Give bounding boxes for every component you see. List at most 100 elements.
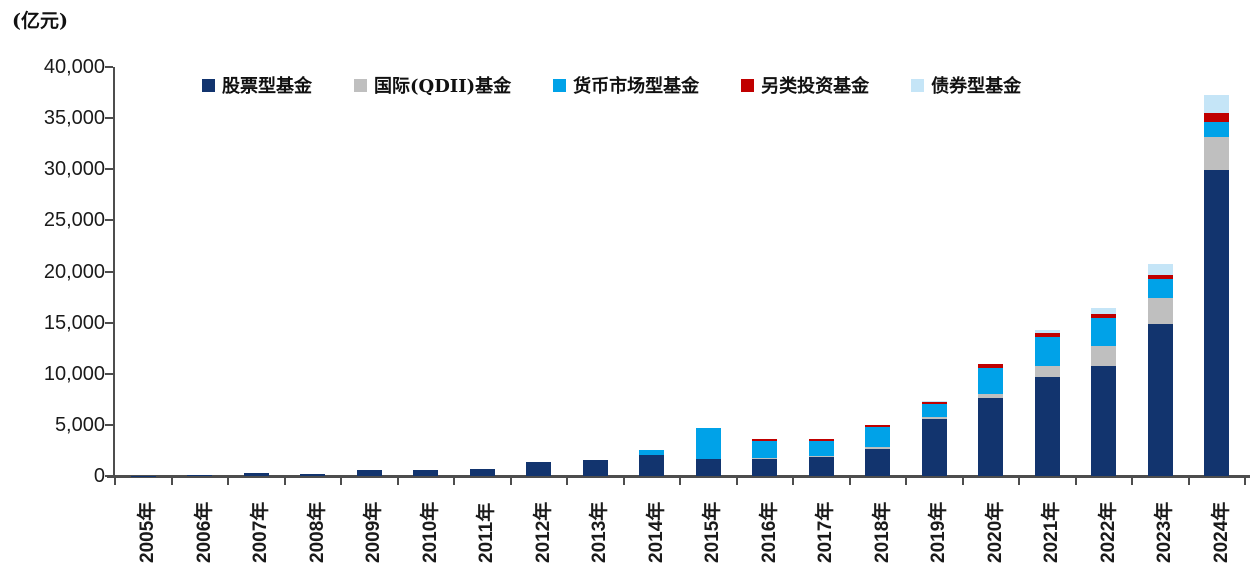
x-axis-label-text: 2009年 bbox=[363, 501, 385, 563]
x-axis-label-2008年: 2008年 bbox=[302, 485, 328, 565]
bar-segment-2019年-bond bbox=[921, 400, 947, 402]
y-axis-tick bbox=[105, 321, 113, 324]
x-axis-tick bbox=[1018, 478, 1020, 485]
bar-2020年 bbox=[978, 364, 1004, 476]
y-axis-tick bbox=[105, 475, 113, 477]
bar-2007年 bbox=[243, 472, 269, 476]
y-axis-line bbox=[113, 67, 115, 478]
bar-segment-2017年-money_market bbox=[808, 440, 834, 457]
x-axis-label-2007年: 2007年 bbox=[245, 485, 271, 565]
legend-item-money_market: 货币市场型基金 bbox=[553, 72, 699, 98]
y-axis-tick-label: 0 bbox=[93, 465, 105, 487]
bar-2017年 bbox=[808, 439, 834, 476]
x-axis-tick bbox=[396, 478, 399, 485]
bar-segment-2022年-qdii bbox=[1091, 346, 1117, 367]
x-axis-tick bbox=[566, 478, 568, 485]
x-axis-label-text: 2006年 bbox=[193, 501, 215, 563]
y-axis-tick-label: 35,000 bbox=[43, 107, 105, 130]
bar-2015年 bbox=[695, 427, 721, 476]
y-axis-tick-label: 5,000 bbox=[54, 413, 105, 436]
x-axis-label-text: 2019年 bbox=[928, 501, 950, 563]
x-axis-label-text: 2018年 bbox=[871, 501, 893, 563]
x-axis-tick bbox=[735, 478, 738, 485]
bar-segment-2024年-bond bbox=[1204, 94, 1230, 113]
bar-2019年 bbox=[921, 400, 947, 476]
legend-label: 货币市场型基金 bbox=[573, 76, 700, 97]
legend-swatch-icon bbox=[202, 78, 215, 92]
bar-segment-2022年-alternative bbox=[1091, 314, 1117, 318]
x-axis-label-2019年: 2019年 bbox=[923, 485, 949, 565]
x-axis-label-text: 2024年 bbox=[1210, 501, 1232, 563]
x-axis-label-text: 2015年 bbox=[702, 501, 724, 563]
bar-segment-2019年-alternative bbox=[921, 401, 947, 404]
y-axis-tick bbox=[105, 219, 113, 222]
bar-segment-2022年-money_market bbox=[1091, 317, 1117, 347]
y-axis-tick-label: 25,000 bbox=[43, 209, 105, 232]
y-axis-unit-label: (亿元) bbox=[12, 10, 68, 32]
x-axis-label-2010年: 2010年 bbox=[415, 485, 441, 565]
x-axis-tick bbox=[1244, 478, 1246, 485]
legend-label: 国际(QDII)基金 bbox=[374, 76, 512, 97]
x-axis-label-2005年: 2005年 bbox=[132, 485, 158, 565]
x-axis-line bbox=[107, 475, 1250, 478]
bar-segment-2016年-qdii bbox=[752, 457, 778, 459]
bar-segment-2024年-money_market bbox=[1204, 121, 1230, 138]
x-axis-label-2024年: 2024年 bbox=[1206, 485, 1232, 565]
bar-2010年 bbox=[413, 469, 439, 476]
legend-swatch-icon bbox=[741, 78, 755, 92]
y-axis-tick bbox=[105, 66, 113, 68]
bar-2006年 bbox=[187, 474, 213, 476]
legend-item-equity: 股票型基金 bbox=[202, 72, 312, 98]
bar-2013年 bbox=[582, 459, 608, 476]
x-axis-tick bbox=[1187, 478, 1190, 485]
x-axis-label-text: 2013年 bbox=[589, 501, 611, 563]
bar-segment-2024年-equity bbox=[1204, 170, 1230, 476]
x-axis-label-2012年: 2012年 bbox=[528, 485, 554, 565]
bar-segment-2016年-money_market bbox=[752, 440, 778, 458]
y-axis-tick bbox=[105, 270, 113, 273]
legend-item-qdii: 国际(QDII)基金 bbox=[354, 72, 511, 98]
x-axis-label-2017年: 2017年 bbox=[810, 485, 836, 565]
y-axis-tick-label: 15,000 bbox=[43, 311, 105, 334]
x-axis-label-text: 2014年 bbox=[645, 501, 667, 563]
bar-segment-2023年-qdii bbox=[1147, 297, 1173, 324]
x-axis-label-2018年: 2018年 bbox=[867, 485, 893, 565]
bar-segment-2016年-equity bbox=[752, 458, 778, 476]
bar-segment-2021年-money_market bbox=[1034, 337, 1060, 367]
bar-segment-2012年-equity bbox=[526, 462, 552, 476]
x-axis-label-text: 2021年 bbox=[1041, 501, 1063, 563]
bar-segment-2020年-money_market bbox=[978, 368, 1004, 395]
x-axis-tick bbox=[283, 478, 286, 485]
bar-2012年 bbox=[526, 462, 552, 476]
bar-segment-2019年-qdii bbox=[921, 417, 947, 419]
x-axis-label-2016年: 2016年 bbox=[754, 485, 780, 565]
bar-segment-2009年-equity bbox=[356, 470, 382, 476]
x-axis-tick bbox=[961, 478, 964, 485]
x-axis-tick bbox=[1074, 478, 1077, 485]
bar-segment-2023年-alternative bbox=[1147, 275, 1173, 280]
y-axis-tick-label: 40,000 bbox=[43, 56, 105, 78]
x-axis-label-text: 2010年 bbox=[419, 501, 441, 563]
bar-2021年 bbox=[1034, 330, 1060, 476]
bar-segment-2019年-money_market bbox=[921, 403, 947, 418]
bar-segment-2018年-money_market bbox=[865, 426, 891, 448]
x-axis-label-text: 2020年 bbox=[984, 501, 1006, 563]
x-axis-label-text: 2022年 bbox=[1097, 501, 1119, 563]
bar-2018年 bbox=[865, 425, 891, 476]
x-axis-tick bbox=[1131, 478, 1133, 485]
x-axis-tick bbox=[792, 478, 794, 485]
bar-segment-2017年-equity bbox=[808, 457, 834, 476]
bar-segment-2014年-money_market bbox=[639, 450, 665, 456]
x-axis-label-text: 2008年 bbox=[306, 501, 328, 563]
legend-item-bond: 债券型基金 bbox=[911, 72, 1021, 98]
bar-2009年 bbox=[356, 470, 382, 476]
bar-segment-2021年-bond bbox=[1034, 330, 1060, 334]
bar-segment-2020年-alternative bbox=[978, 364, 1004, 369]
bar-segment-2023年-money_market bbox=[1147, 279, 1173, 298]
y-axis-tick-label: 30,000 bbox=[43, 158, 105, 181]
x-axis-label-2022年: 2022年 bbox=[1093, 485, 1119, 565]
bar-segment-2015年-equity bbox=[695, 458, 721, 476]
x-axis-label-2006年: 2006年 bbox=[189, 485, 215, 565]
bar-segment-2021年-equity bbox=[1034, 377, 1060, 476]
y-axis-tick bbox=[105, 372, 113, 375]
